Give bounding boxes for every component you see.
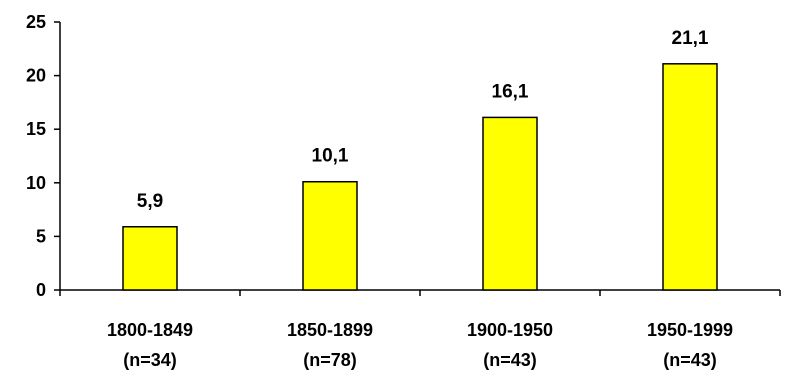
bar xyxy=(122,226,178,291)
x-category-label: 1800-1849 xyxy=(107,320,193,340)
data-labels: 5,9 10,1 16,1 21,1 xyxy=(137,28,709,212)
y-tick-label: 25 xyxy=(26,12,46,32)
y-tick-label: 15 xyxy=(26,119,46,139)
x-axis: 1800-1849 (n=34) 1850-1899 (n=78) 1900-1950 (… xyxy=(59,289,781,370)
y-tick-label: 20 xyxy=(26,66,46,86)
bar xyxy=(662,63,718,291)
bar xyxy=(302,180,358,291)
bar-value-label: 16,1 xyxy=(492,81,529,102)
y-tick-label: 10 xyxy=(26,173,46,193)
y-tick-label: 5 xyxy=(36,226,46,246)
x-category-label: 1900-1950 xyxy=(467,320,553,340)
x-category-label: 1850-1899 xyxy=(287,320,373,340)
x-category-sublabel: (n=78) xyxy=(303,350,357,370)
y-tick-label: 0 xyxy=(36,280,46,300)
x-category-sublabel: (n=34) xyxy=(123,350,177,370)
bars xyxy=(122,63,718,291)
bar-value-label: 5,9 xyxy=(137,191,163,212)
x-category-label: 1950-1999 xyxy=(647,320,733,340)
x-category-sublabel: (n=43) xyxy=(663,350,717,370)
x-category-sublabel: (n=43) xyxy=(483,350,537,370)
bar-value-label: 10,1 xyxy=(312,146,349,167)
bar xyxy=(482,116,538,291)
y-axis: 0 5 10 15 20 25 xyxy=(26,12,61,300)
bar-value-label: 21,1 xyxy=(672,28,709,49)
